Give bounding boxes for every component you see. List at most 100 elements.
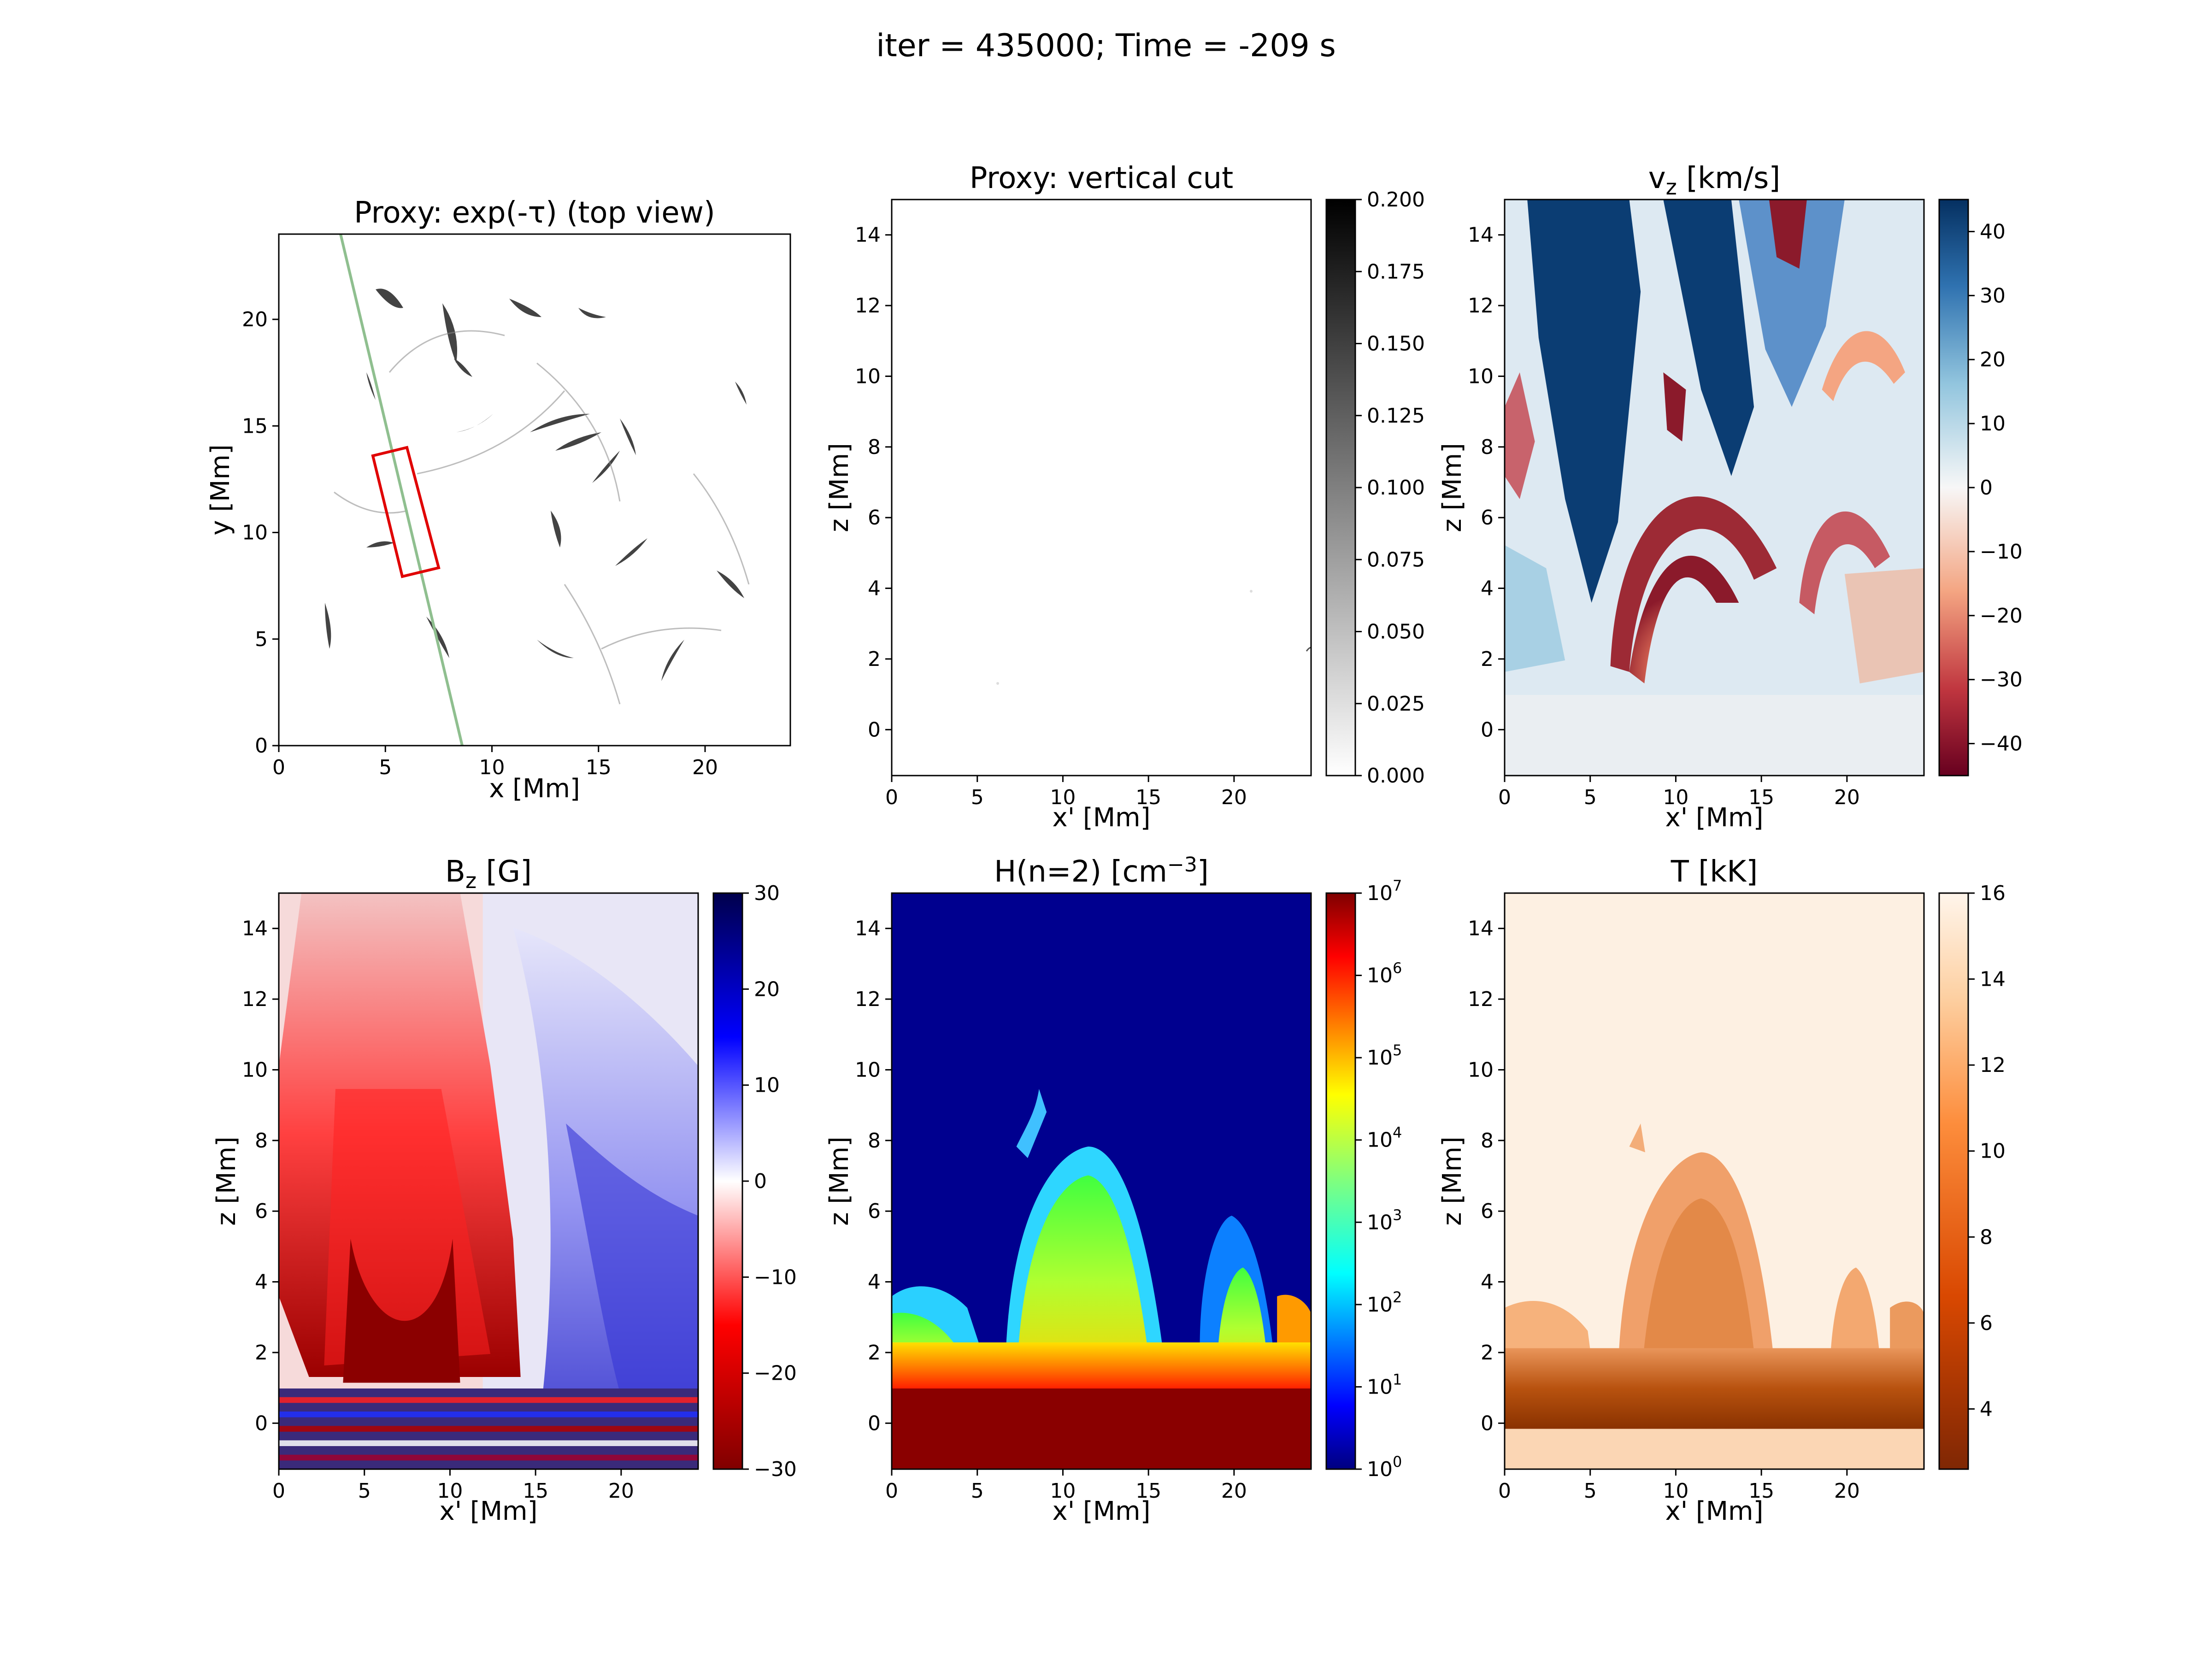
colorbar-tick-label: 0.025 (1367, 692, 1425, 716)
y-ticks: 0 2 4 6 8 10 12 14 (855, 917, 892, 1435)
y-tick-label: 10 (1468, 1058, 1494, 1082)
colorbar-tick-label: 100 (1367, 1453, 1402, 1481)
panel-hn2: H(n=2) [cm−3] 0 5 10 15 20 0 2 4 6 8 10 12 14 x' [M… (824, 853, 1402, 1526)
y-tick-label: 12 (855, 294, 881, 318)
vz-image (1505, 200, 1924, 776)
x-tick-label: 10 (1050, 786, 1076, 809)
y-tick-label: 8 (1481, 435, 1494, 459)
y-tick-label: 10 (242, 521, 268, 545)
x-tick-label: 15 (1135, 1479, 1161, 1503)
y-tick-label: 14 (855, 917, 881, 941)
x-tick-label: 10 (479, 756, 505, 779)
roi-rectangle (371, 446, 441, 578)
y-ticks: 0 5 10 15 20 (242, 308, 279, 758)
colorbar-tick-label: 10 (1980, 1140, 2006, 1163)
y-tick-label: 20 (242, 308, 268, 331)
colorbar-tick-label: 10 (1980, 412, 2006, 435)
colorbar: 16 14 12 10 8 6 4 (1938, 882, 2006, 1470)
temp-image (1505, 893, 1924, 1469)
y-tick-label: 10 (855, 365, 881, 388)
colorbar-tick-label: 20 (1980, 348, 2006, 371)
hn2-image (892, 893, 1311, 1469)
y-tick-label: 12 (1468, 294, 1494, 318)
colorbar-tick-label: −40 (1980, 732, 2023, 756)
y-tick-label: 4 (255, 1271, 268, 1294)
colorbar-ticks: 30 20 10 0 −10 −20 −30 (742, 882, 797, 1481)
x-tick-label: 5 (971, 1479, 984, 1503)
panel-title: vz [km/s] (1648, 161, 1781, 200)
y-tick-label: 4 (1481, 1271, 1494, 1294)
y-tick-label: 6 (255, 1200, 268, 1223)
panel-title: Proxy: vertical cut (970, 161, 1233, 195)
colorbar-tick-label: −10 (754, 1265, 797, 1289)
y-tick-label: 12 (242, 988, 268, 1011)
y-ticks: 0 2 4 6 8 10 12 14 (242, 917, 279, 1435)
panel-proxy-top: Proxy: exp(-τ) (top view) (206, 196, 791, 804)
x-tick-label: 5 (358, 1479, 371, 1503)
x-tick-label: 10 (1050, 1479, 1076, 1503)
x-tick-label: 15 (523, 1479, 548, 1503)
x-tick-label: 20 (1221, 786, 1247, 809)
y-tick-label: 14 (1468, 917, 1494, 941)
panel-vz: vz [km/s] 0 5 10 15 20 0 2 4 6 8 10 12 14 x' [Mm] z… (1437, 161, 2023, 833)
colorbar-tick-label: 0.100 (1367, 476, 1425, 500)
x-tick-label: 15 (1748, 1479, 1774, 1503)
y-tick-label: 10 (242, 1058, 268, 1082)
x-tick-label: 15 (1748, 786, 1774, 809)
x-tick-label: 10 (1663, 786, 1688, 809)
y-tick-label: 2 (868, 647, 881, 671)
colorbar-ticks: 40 30 20 10 0 −10 −20 −30 −40 (1968, 220, 2023, 756)
x-tick-label: 5 (379, 756, 392, 779)
y-tick-label: 8 (868, 435, 881, 459)
panel-title: T [kK] (1671, 855, 1758, 889)
colorbar-tick-label: 40 (1980, 220, 2006, 243)
x-tick-label: 20 (1221, 1479, 1247, 1503)
colorbar-tick-label: 0.175 (1367, 260, 1425, 283)
panel-bz: Bz [G] 0 5 10 15 20 0 2 4 6 8 10 12 14 x' [Mm] z [M… (212, 855, 797, 1526)
x-tick-label: 20 (1834, 1479, 1860, 1503)
x-tick-label: 20 (1834, 786, 1860, 809)
y-tick-label: 2 (1481, 647, 1494, 671)
panel-temp: T [kK] 0 5 10 15 20 0 2 4 6 8 10 12 14 x' [Mm] z [M… (1437, 855, 2006, 1526)
x-tick-label: 0 (885, 1479, 898, 1503)
colorbar-tick-label: 0 (1980, 476, 1993, 500)
colorbar-tick-label: −30 (754, 1458, 797, 1481)
x-axis-label: x' [Mm] (440, 1496, 538, 1526)
y-tick-label: 0 (1481, 1412, 1494, 1435)
panel-title: Bz [G] (445, 855, 532, 893)
y-tick-label: 2 (868, 1341, 881, 1365)
panel-title: Proxy: exp(-τ) (top view) (354, 196, 715, 230)
x-tick-label: 15 (1135, 786, 1161, 809)
colorbar-tick-label: 8 (1980, 1225, 1993, 1249)
x-ticks: 0 5 10 15 20 (1498, 776, 1860, 809)
x-tick-label: 0 (1498, 1479, 1511, 1503)
y-tick-label: 10 (1468, 365, 1494, 388)
y-tick-label: 4 (868, 1271, 881, 1294)
x-tick-label: 5 (1584, 1479, 1597, 1503)
x-tick-label: 0 (1498, 786, 1511, 809)
colorbar-ticks: 0.000 0.025 0.050 0.075 0.100 0.125 0.150 0.175… (1355, 188, 1425, 788)
colorbar-tick-label: 0.200 (1367, 188, 1425, 212)
slit-line (339, 234, 464, 746)
y-tick-label: 0 (255, 1412, 268, 1435)
x-tick-label: 0 (272, 756, 285, 779)
suptitle: iter = 435000; Time = -209 s (876, 28, 1336, 64)
colorbar-tick-label: 107 (1367, 877, 1402, 905)
y-tick-label: 8 (1481, 1129, 1494, 1153)
proxy-cut-image (892, 200, 1312, 776)
y-tick-label: 8 (868, 1129, 881, 1153)
colorbar-tick-label: 0.150 (1367, 332, 1425, 356)
y-tick-label: 0 (868, 1412, 881, 1435)
colorbar-ticks: 16 14 12 10 8 6 4 (1968, 882, 2006, 1421)
panel-proxy-cut: Proxy: vertical cut 0 5 10 15 20 0 2 4 6 8 10 12 14… (824, 161, 1425, 833)
colorbar-tick-label: 102 (1367, 1288, 1402, 1317)
y-tick-label: 0 (868, 718, 881, 741)
proxy-top-overlays (339, 234, 464, 746)
y-ticks: 0 2 4 6 8 10 12 14 (1468, 917, 1505, 1435)
y-tick-label: 0 (255, 734, 268, 758)
y-tick-label: 4 (1481, 577, 1494, 600)
x-ticks: 0 5 10 15 20 (272, 746, 718, 779)
y-axis-label: z [Mm] (212, 1136, 241, 1226)
colorbar-tick-label: 0.125 (1367, 404, 1425, 428)
y-tick-label: 6 (1481, 506, 1494, 529)
